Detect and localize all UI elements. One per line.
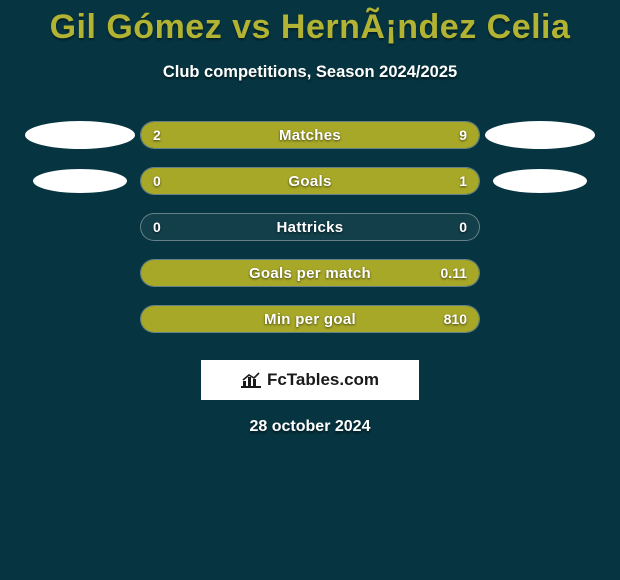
bar-wrap: 2 Matches 9 [140, 121, 480, 149]
stat-right-value: 0 [459, 214, 467, 240]
stat-row: 0 Hattricks 0 [0, 204, 620, 250]
stats-container: 2 Matches 9 0 Goals 1 [0, 112, 620, 342]
right-badge-slot [480, 121, 600, 149]
stat-label: Goals [141, 168, 479, 194]
stat-label: Hattricks [141, 214, 479, 240]
right-badge-slot [480, 169, 600, 193]
bar-wrap: Goals per match 0.11 [140, 259, 480, 287]
stat-row: Goals per match 0.11 [0, 250, 620, 296]
stat-row: 0 Goals 1 [0, 158, 620, 204]
stat-label: Min per goal [141, 306, 479, 332]
stat-right-value: 1 [459, 168, 467, 194]
player-right-badge [493, 169, 587, 193]
page-title: Gil Gómez vs HernÃ¡ndez Celia [0, 0, 620, 47]
brand-box[interactable]: FcTables.com [201, 360, 419, 400]
stat-bar-goals-per-match: Goals per match 0.11 [140, 259, 480, 287]
player-right-badge [485, 121, 595, 149]
bar-wrap: 0 Hattricks 0 [140, 213, 480, 241]
player-left-badge [33, 169, 127, 193]
page-subtitle: Club competitions, Season 2024/2025 [0, 63, 620, 82]
stat-label: Matches [141, 122, 479, 148]
bar-wrap: 0 Goals 1 [140, 167, 480, 195]
bar-wrap: Min per goal 810 [140, 305, 480, 333]
stat-row: 2 Matches 9 [0, 112, 620, 158]
player-left-badge [25, 121, 135, 149]
brand-text: FcTables.com [267, 370, 379, 390]
stat-bar-matches: 2 Matches 9 [140, 121, 480, 149]
stat-bar-hattricks: 0 Hattricks 0 [140, 213, 480, 241]
stat-label: Goals per match [141, 260, 479, 286]
stat-right-value: 0.11 [441, 260, 467, 286]
chart-icon [241, 372, 261, 388]
left-badge-slot [20, 169, 140, 193]
stat-right-value: 810 [444, 306, 467, 332]
stat-row: Min per goal 810 [0, 296, 620, 342]
stat-bar-goals: 0 Goals 1 [140, 167, 480, 195]
left-badge-slot [20, 121, 140, 149]
stat-right-value: 9 [459, 122, 467, 148]
footer-date: 28 october 2024 [0, 418, 620, 436]
stat-bar-min-per-goal: Min per goal 810 [140, 305, 480, 333]
